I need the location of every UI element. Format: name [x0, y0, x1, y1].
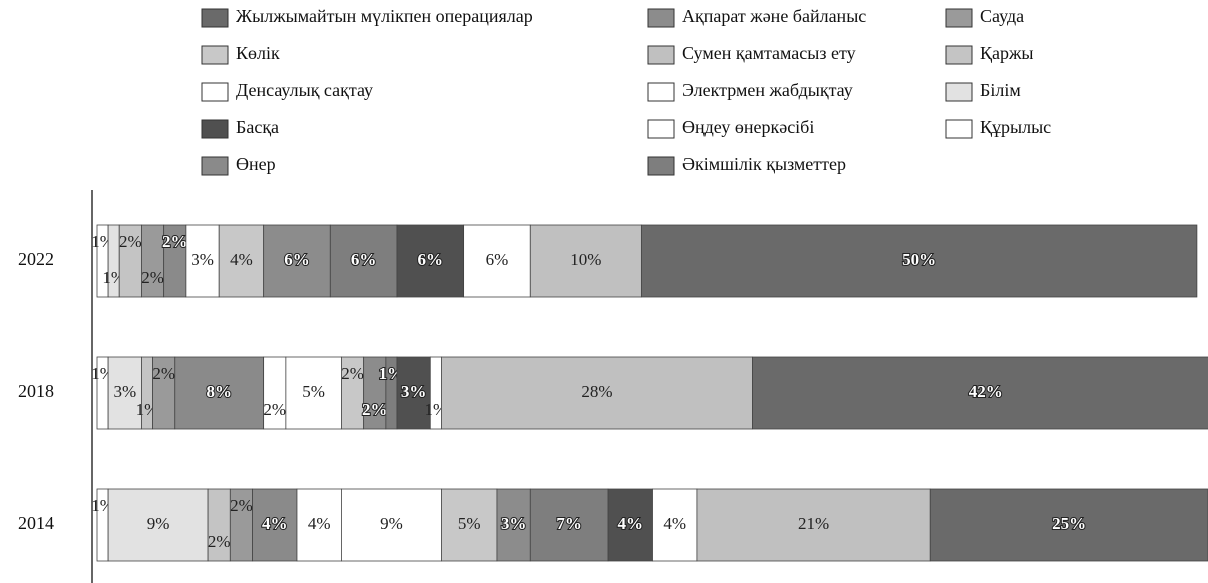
legend-swatch — [647, 8, 675, 28]
bar-segment — [652, 488, 698, 562]
legend-swatch — [647, 119, 675, 139]
value-label: 4% — [618, 514, 644, 533]
legend-swatch — [945, 8, 973, 28]
y-tick-label: 2022 — [18, 249, 54, 269]
legend-label: Басқа — [236, 117, 279, 137]
legend-label: Сумен қамтамасыз ету — [682, 43, 856, 63]
value-label: 5% — [458, 514, 481, 533]
value-label: 28% — [581, 382, 612, 401]
value-label: 42% — [969, 382, 1003, 401]
legend-swatch — [201, 8, 229, 28]
legend-label: Өңдеу өнеркәсібі — [682, 117, 814, 137]
bar-segment — [752, 356, 1208, 430]
bar-segment — [341, 488, 442, 562]
legend-label: Қаржы — [980, 43, 1034, 63]
value-label: 6% — [284, 250, 310, 269]
legend-label: Өнер — [236, 154, 276, 174]
legend-swatch — [647, 156, 675, 176]
value-label: 2% — [263, 400, 286, 419]
value-label: 21% — [798, 514, 829, 533]
bar-segment — [396, 224, 465, 298]
legend-swatch — [201, 45, 229, 65]
value-label: 4% — [663, 514, 686, 533]
value-label: 6% — [351, 250, 377, 269]
value-label: 2% — [141, 268, 164, 287]
legend-label: Құрылыс — [980, 117, 1051, 137]
value-label: 9% — [380, 514, 403, 533]
value-label: 2% — [119, 232, 142, 251]
value-label: 2% — [152, 364, 175, 383]
legend-label: Көлік — [236, 43, 280, 63]
value-label: 25% — [1052, 514, 1086, 533]
value-label: 3% — [401, 382, 427, 401]
value-label: 2% — [341, 364, 364, 383]
value-label: 4% — [230, 250, 253, 269]
bar-segment — [174, 356, 265, 430]
value-label: 6% — [486, 250, 509, 269]
bar-segment — [441, 356, 753, 430]
bar-segment — [529, 224, 642, 298]
legend-label: Әкімшілік қызметтер — [682, 154, 846, 174]
value-label: 8% — [206, 382, 232, 401]
legend-label: Жылжымайтын мүлікпен операциялар — [236, 6, 533, 26]
value-label: 9% — [147, 514, 170, 533]
bar-segment — [441, 488, 498, 562]
legend-swatch — [945, 119, 973, 139]
value-label: 2% — [162, 232, 188, 251]
value-label: 3% — [113, 382, 136, 401]
bar-segment — [107, 356, 142, 430]
bar-segment — [285, 356, 342, 430]
bar-segment — [329, 224, 398, 298]
value-label: 6% — [418, 250, 444, 269]
value-label: 2% — [230, 496, 253, 515]
y-tick-label: 2018 — [18, 381, 54, 401]
legend-swatch — [647, 45, 675, 65]
legend-swatch — [201, 156, 229, 176]
y-tick-label: 2014 — [18, 513, 54, 533]
legend-swatch — [201, 82, 229, 102]
legend-swatch — [945, 82, 973, 102]
legend-swatch — [201, 119, 229, 139]
legend-label: Денсаулық сақтау — [236, 80, 373, 100]
value-label: 3% — [191, 250, 214, 269]
value-label: 2% — [208, 532, 231, 551]
bar-segment — [696, 488, 931, 562]
value-label: 2% — [362, 400, 388, 419]
value-label: 10% — [570, 250, 601, 269]
legend-label: Ақпарат және байланыс — [682, 6, 866, 26]
bar-segment — [107, 488, 209, 562]
bar-segment — [296, 488, 342, 562]
bar-segment — [640, 224, 1198, 298]
value-label: 3% — [501, 514, 527, 533]
legend-label: Сауда — [980, 6, 1024, 26]
value-label: 7% — [556, 514, 582, 533]
bar-segment — [252, 488, 298, 562]
bar-segment — [463, 224, 531, 298]
legend-label: Білім — [980, 80, 1021, 100]
bar-segment — [529, 488, 609, 562]
legend-label: Электрмен жабдықтау — [682, 80, 853, 100]
value-label: 4% — [308, 514, 331, 533]
legend-swatch — [647, 82, 675, 102]
value-label: 5% — [302, 382, 325, 401]
bar-segment — [929, 488, 1208, 562]
value-label: 4% — [262, 514, 288, 533]
value-label: 50% — [902, 250, 936, 269]
bar-segment — [396, 356, 431, 430]
legend-swatch — [945, 45, 973, 65]
